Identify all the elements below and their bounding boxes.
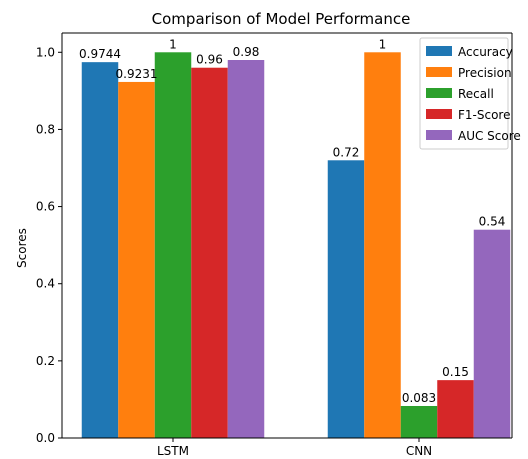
- data-label-cnn-precision: 1: [379, 37, 387, 51]
- x-tick-label-lstm: LSTM: [157, 444, 189, 458]
- legend-swatch-auc-score: [426, 130, 452, 140]
- data-label-lstm-precision: 0.9231: [116, 67, 158, 81]
- y-tick-label: 0.8: [36, 122, 55, 136]
- y-tick-label: 1.0: [36, 45, 55, 59]
- data-labels-group: 0.9744 0.72 0.9231 1 1 0.083 0.96 0.15 0.98 0.54: [79, 37, 505, 405]
- bar-lstm-f1-score: [191, 67, 228, 439]
- y-axis-label: Scores: [15, 228, 29, 268]
- legend-label-recall: Recall: [458, 87, 494, 101]
- chart-title: Comparison of Model Performance: [152, 10, 411, 28]
- bar-cnn-accuracy: [327, 160, 365, 439]
- bar-lstm-accuracy: [81, 62, 119, 438]
- x-tick-label-cnn: CNN: [406, 444, 432, 458]
- data-label-lstm-auc-score: 0.98: [233, 45, 260, 59]
- bar-cnn-f1-score: [437, 380, 474, 438]
- data-label-cnn-f1-score: 0.15: [442, 365, 469, 379]
- bar-lstm-precision: [118, 81, 155, 438]
- bar-cnn-recall: [400, 405, 438, 438]
- axes-group: 0.0 0.2 0.4 0.6 0.8 1.0 LSTM CNN: [36, 32, 513, 458]
- legend-label-auc-score: AUC Score: [458, 129, 521, 143]
- data-label-lstm-recall: 1: [169, 37, 177, 51]
- legend-label-f1-score: F1-Score: [458, 108, 510, 122]
- bar-cnn-auc-score: [473, 229, 511, 438]
- legend-swatch-precision: [426, 67, 452, 77]
- data-label-lstm-f1-score: 0.96: [196, 53, 223, 67]
- data-label-cnn-recall: 0.083: [402, 391, 436, 405]
- data-label-cnn-accuracy: 0.72: [333, 145, 360, 159]
- legend-swatch-f1-score: [426, 109, 452, 119]
- legend-label-precision: Precision: [458, 66, 512, 80]
- legend-box: [419, 37, 509, 150]
- y-tick-label: 0.6: [36, 200, 55, 214]
- legend-swatch-recall: [426, 88, 452, 98]
- data-label-cnn-auc-score: 0.54: [479, 215, 506, 229]
- bar-cnn-precision: [364, 52, 401, 438]
- legend-label-accuracy: Accuracy: [458, 45, 513, 59]
- bar-lstm-auc-score: [227, 60, 265, 438]
- legend-swatch-accuracy: [426, 46, 452, 56]
- y-tick-label: 0.2: [36, 354, 55, 368]
- bars-group: [81, 52, 511, 439]
- y-tick-label: 0.0: [36, 431, 55, 445]
- y-tick-label: 0.4: [36, 277, 55, 291]
- data-label-lstm-accuracy: 0.9744: [79, 47, 121, 61]
- bar-lstm-recall: [154, 52, 192, 438]
- legend: Accuracy Precision Recall F1-Score AUC Score: [419, 37, 521, 150]
